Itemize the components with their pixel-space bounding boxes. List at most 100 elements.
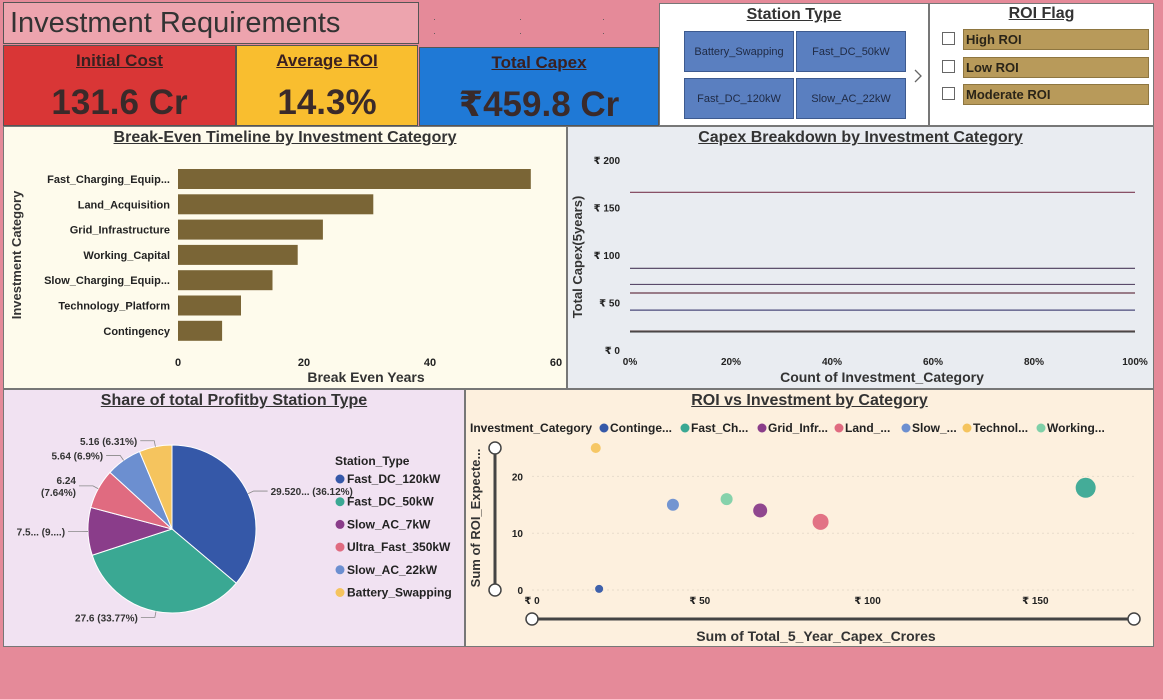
bar-6 (178, 320, 223, 341)
x-tick-label: 20 (298, 357, 310, 369)
checkbox[interactable] (942, 60, 955, 73)
dashboard-title: Investment Requirements (10, 7, 341, 39)
pie-slice-5 (138, 444, 173, 530)
x-tick-label: ₹ 50 (689, 596, 710, 607)
legend-label: Technol... (973, 421, 1028, 435)
y-zoom-handle-bottom[interactable] (488, 583, 502, 597)
break-even-chart: Fast_Charging_Equip... Land_Acquisition Gr… (9, 169, 562, 385)
slice-data-label: 29.520... (36.12%) (271, 487, 353, 498)
legend-marker (834, 423, 844, 433)
label-leader (248, 490, 268, 494)
legend-label: Fast_DC_120kW (347, 472, 441, 486)
x-tick-label: 20% (721, 357, 741, 368)
category-label: Slow_Charging_Equip... (44, 275, 170, 287)
chart-title: Share of total Profitby Station Type (100, 392, 368, 409)
legend-label: Fast_Ch... (691, 421, 748, 435)
bar-4 (178, 270, 273, 291)
roi-option-label: Low ROI (963, 57, 1149, 78)
dashboard-title-box: Investment Requirements (3, 2, 419, 44)
kpi-total-capex: Total Capex ₹459.8 Cr (419, 47, 659, 126)
y-tick-label: ₹ 150 (594, 204, 621, 215)
x-tick-label: ₹ 0 (524, 596, 540, 607)
legend-label: Land_... (845, 421, 890, 435)
x-zoom-handle-right[interactable] (1127, 612, 1141, 626)
y-tick-label: ₹ 50 (599, 299, 620, 310)
legend-label: Ultra_Fast_350kW (347, 540, 451, 554)
legend-marker (599, 423, 609, 433)
bar-2 (178, 219, 323, 240)
y-tick-label: 10 (512, 529, 524, 540)
scatter-point-0 (595, 584, 604, 593)
label-leader (140, 611, 157, 618)
kpi-value: ₹459.8 Cr (458, 85, 620, 124)
y-zoom-handle-top[interactable] (488, 441, 502, 455)
legend-label: Fast_DC_50kW (347, 495, 434, 509)
legend-title: Station_Type (335, 454, 410, 468)
slice-data-label: 5.16 (6.31%) (80, 437, 137, 448)
chart-title: ROI vs Investment by Category (691, 392, 928, 409)
decorative-dots: · · · · · · (419, 2, 659, 46)
y-axis-label: Investment Category (9, 190, 24, 319)
x-tick-label: 100% (1122, 357, 1148, 368)
scatter-point-4 (666, 498, 679, 511)
slicer-tile-fast-dc-120kw[interactable]: Fast_DC_120kW (684, 78, 794, 119)
legend-marker (335, 497, 345, 507)
kpi-value: 14.3% (277, 83, 377, 122)
category-label: Land_Acquisition (78, 199, 171, 211)
bar-1 (178, 194, 374, 215)
x-axis-label: Break Even Years (307, 369, 424, 385)
legend-label: Slow_AC_7kW (347, 517, 431, 531)
slice-data-label: 6.24 (57, 476, 77, 487)
slicer-tile-battery-swapping[interactable]: Battery_Swapping (684, 31, 794, 72)
legend-marker (335, 542, 345, 552)
legend-title: Investment_Category (470, 421, 592, 435)
kpi-label: Total Capex (491, 53, 587, 72)
slicer-tile-slow-ac-22kw[interactable]: Slow_AC_22kW (796, 78, 906, 119)
legend-marker (962, 423, 972, 433)
checkbox[interactable] (942, 32, 955, 45)
profit-share-pie: 29.520... (36.12%) 27.6 (33.77%) 7.5... (9… (17, 437, 452, 625)
slicer-tile-fast-dc-50kw[interactable]: Fast_DC_50kW (796, 31, 906, 72)
roi-flag-slicer: ROI Flag High ROI Low ROI Moderate ROI (929, 3, 1154, 126)
x-tick-label: 80% (1024, 357, 1044, 368)
slice-data-label: 5.64 (6.9%) (51, 451, 103, 462)
break-even-chart-panel: Break-Even Timeline by Investment Catego… (3, 126, 567, 389)
category-label: Grid_Infrastructure (70, 225, 170, 237)
legend-marker (757, 423, 767, 433)
x-tick-label: 0 (175, 357, 181, 369)
y-tick-label: 0 (517, 586, 523, 597)
legend-marker (335, 565, 345, 575)
legend-label: Grid_Infr... (768, 421, 828, 435)
scatter-point-6 (720, 493, 733, 506)
x-axis-label: Sum of Total_5_Year_Capex_Crores (696, 628, 936, 644)
roi-vs-investment-panel: ROI vs Investment by Category Investment… (465, 389, 1154, 647)
x-tick-label: 60 (550, 357, 562, 369)
label-leader (106, 455, 124, 461)
slicer-title: ROI Flag (1008, 5, 1075, 22)
y-tick-label: ₹ 200 (594, 156, 621, 167)
capex-breakdown-chart-panel: Capex Breakdown by Investment Category ₹… (567, 126, 1154, 389)
legend-label: Continge... (610, 421, 672, 435)
checkbox[interactable] (942, 87, 955, 100)
profit-share-chart-panel: Share of total Profitby Station Type 29.… (3, 389, 465, 647)
legend-label: Working... (1047, 421, 1105, 435)
x-tick-label: ₹ 100 (854, 596, 881, 607)
x-tick-label: 40 (424, 357, 436, 369)
bar-5 (178, 295, 241, 316)
kpi-label: Average ROI (276, 51, 378, 70)
category-label: Technology_Platform (58, 301, 170, 313)
legend-marker (335, 474, 345, 484)
category-label: Fast_Charging_Equip... (47, 174, 170, 186)
category-label: Contingency (103, 326, 170, 338)
legend-label: Slow_... (912, 421, 957, 435)
roi-vs-investment-chart: Investment_Category Continge... Fast_Ch...… (468, 421, 1141, 644)
kpi-label: Initial Cost (76, 51, 163, 70)
chevron-right-icon[interactable] (912, 68, 924, 84)
x-zoom-handle-left[interactable] (525, 612, 539, 626)
y-tick-label: ₹ 100 (594, 251, 621, 262)
scatter-point-1 (1075, 477, 1096, 498)
capex-breakdown-chart: ₹ 0 ₹ 50 ₹ 100 ₹ 150 ₹ 200 0% 20% 40% 60% 80% 100%… (570, 156, 1148, 385)
kpi-initial-cost: Initial Cost 131.6 Cr (3, 45, 236, 126)
label-leader (140, 440, 156, 447)
legend-marker (1036, 423, 1046, 433)
